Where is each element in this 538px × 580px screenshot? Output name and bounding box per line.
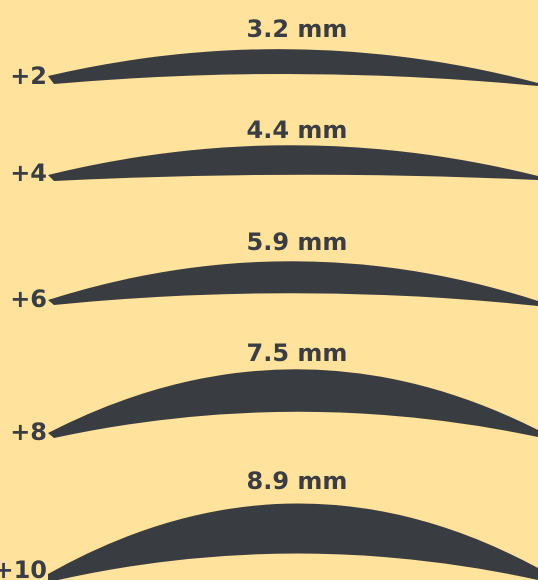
thickness-label-plus-10: 8.9 mm [247, 467, 348, 495]
lens-group-plus-2: 3.2 mm +2 [10, 15, 538, 90]
lens-shape-plus-8 [48, 369, 538, 438]
power-label-plus-4: +4 [10, 159, 47, 187]
lens-shape-plus-4 [48, 145, 538, 181]
thickness-label-plus-4: 4.4 mm [247, 116, 348, 144]
thickness-label-plus-6: 5.9 mm [247, 228, 348, 256]
lens-group-plus-6: 5.9 mm +6 [10, 228, 538, 313]
power-label-plus-10: +10 [0, 556, 47, 580]
lens-inner-edge-plus-10 [58, 553, 538, 580]
lens-shape-plus-2 [48, 49, 538, 86]
power-label-plus-6: +6 [10, 285, 47, 313]
lens-shape-plus-6 [48, 261, 538, 306]
power-label-plus-8: +8 [10, 418, 47, 446]
lens-group-plus-4: 4.4 mm +4 [10, 116, 538, 187]
lens-group-plus-10: 8.9 mm +10 [0, 467, 538, 580]
thickness-label-plus-2: 3.2 mm [247, 15, 348, 43]
lens-group-plus-8: 7.5 mm +8 [10, 339, 538, 446]
thickness-label-plus-8: 7.5 mm [247, 339, 348, 367]
power-label-plus-2: +2 [10, 62, 47, 90]
